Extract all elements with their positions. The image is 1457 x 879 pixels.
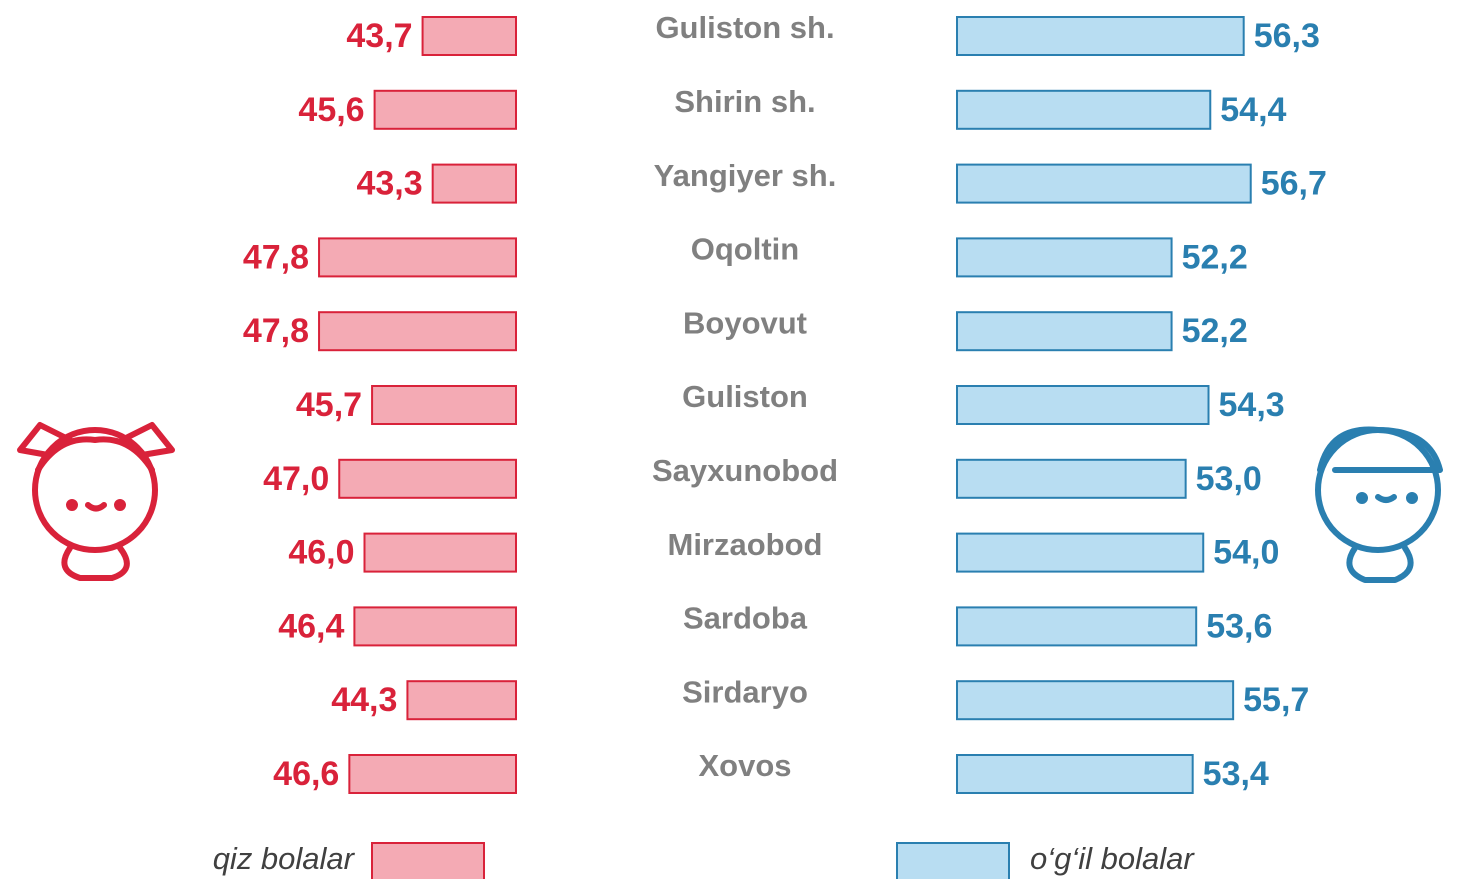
boy-icon [1315, 426, 1443, 583]
value-label: 43,3 [356, 165, 422, 203]
bar [318, 237, 517, 278]
bar [956, 237, 1173, 278]
value-label: 47,0 [263, 460, 329, 498]
category-label: Oqoltin [691, 232, 799, 267]
value-label: 56,7 [1261, 165, 1327, 203]
bar [956, 754, 1194, 794]
bar [421, 16, 518, 56]
bar [373, 89, 517, 130]
bar [956, 163, 1252, 204]
category-label: Xovos [698, 748, 791, 783]
bar [318, 311, 517, 352]
value-label: 45,6 [298, 91, 364, 129]
bar [956, 89, 1212, 130]
value-label: 52,2 [1182, 312, 1248, 350]
legend-swatch [371, 842, 485, 879]
value-label: 47,8 [243, 312, 309, 350]
value-label: 55,7 [1243, 681, 1309, 719]
bar [956, 16, 1245, 56]
category-label: Guliston [682, 379, 808, 414]
value-label: 44,3 [331, 681, 397, 719]
value-label: 54,0 [1213, 534, 1279, 572]
category-label: Sirdaryo [682, 674, 808, 709]
bar [348, 754, 517, 794]
category-label: Sardoba [683, 601, 808, 636]
value-label: 46,6 [273, 755, 339, 793]
value-label: 46,4 [278, 607, 344, 645]
legend-swatch [896, 842, 1010, 879]
value-label: 53,4 [1203, 755, 1269, 793]
bar [338, 458, 517, 499]
value-label: 47,8 [243, 238, 309, 276]
bar [363, 532, 517, 573]
value-label: 52,2 [1182, 238, 1248, 276]
value-label: 46,0 [288, 534, 354, 572]
category-label: Yangiyer sh. [654, 158, 837, 193]
value-label: 53,0 [1196, 460, 1262, 498]
bar [956, 680, 1235, 721]
bar [353, 606, 517, 647]
legend-label: o‘g‘il bolalar [1030, 841, 1195, 876]
category-label: Mirzaobod [668, 527, 823, 562]
legend-label: qiz bolalar [213, 841, 356, 876]
value-label: 45,7 [296, 386, 362, 424]
bar [431, 163, 517, 204]
bar [371, 385, 518, 425]
value-label: 43,7 [346, 17, 412, 55]
value-label: 54,3 [1219, 386, 1285, 424]
category-label: Shirin sh. [674, 84, 815, 119]
value-label: 54,4 [1220, 91, 1286, 129]
bar [956, 458, 1187, 499]
bar [956, 311, 1173, 352]
category-label: Boyovut [683, 305, 807, 340]
bar [956, 385, 1210, 425]
girl-icon [17, 422, 175, 581]
category-label: Sayxunobod [652, 453, 838, 488]
bar [406, 680, 517, 721]
bar [956, 532, 1205, 573]
category-label: Guliston sh. [655, 10, 834, 45]
value-label: 56,3 [1254, 17, 1320, 55]
bar [956, 606, 1198, 647]
value-label: 53,6 [1206, 607, 1272, 645]
